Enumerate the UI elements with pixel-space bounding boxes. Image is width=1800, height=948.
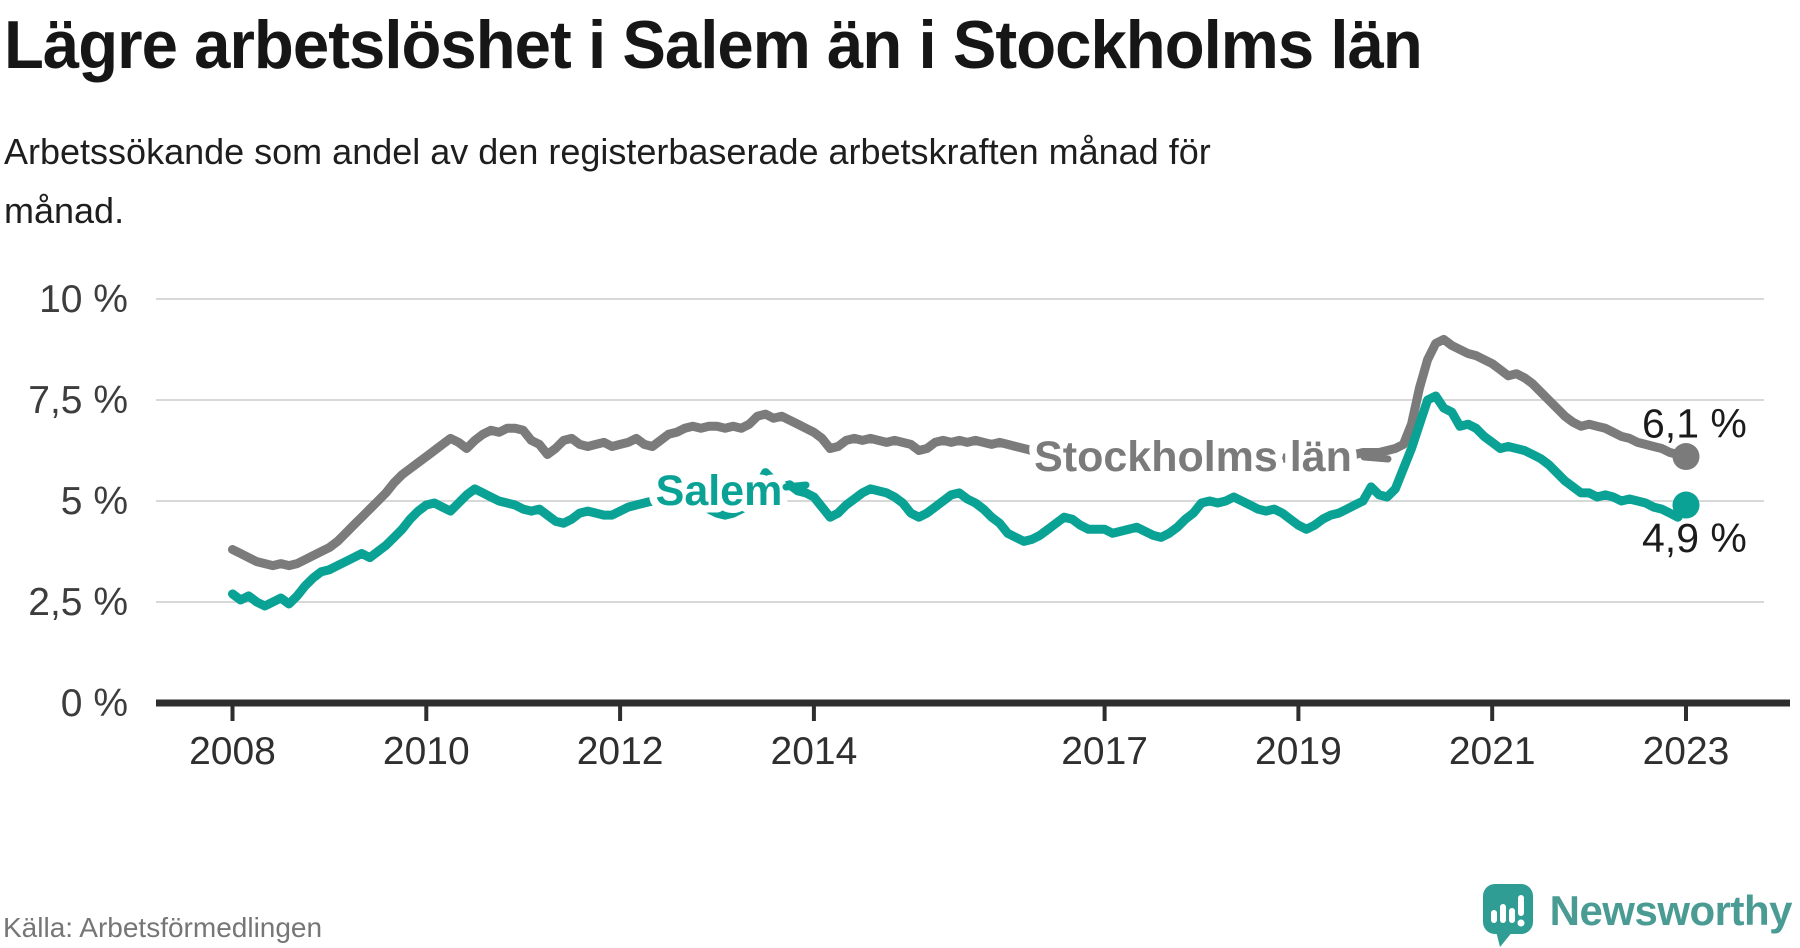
series-end-dot-stockholms-lan xyxy=(1672,443,1700,471)
brand-name: Newsworthy xyxy=(1549,886,1793,934)
series-end-dot-salem xyxy=(1672,491,1700,519)
unemployment-line-chart: 10 % 7,5 % 5 % 2,5 % 0 % 2008 2010 2012 2014 2017… xyxy=(28,278,1790,773)
series-label-salem: Salem xyxy=(656,467,783,515)
y-axis-tick-label: 2,5 % xyxy=(28,581,128,624)
series-end-value-salem: 4,9 % xyxy=(1642,515,1747,561)
chart-subtitle-line-2: månad. xyxy=(4,190,125,231)
y-axis-tick-label: 7,5 % xyxy=(28,379,128,422)
source-note: Källa: Arbetsförmedlingen xyxy=(3,912,323,943)
x-axis-tick-label: 2021 xyxy=(1449,730,1536,773)
chart-title: Lägre arbetslöshet i Salem än i Stockhol… xyxy=(4,7,1423,83)
newsworthy-logo-icon xyxy=(1482,884,1533,947)
newsworthy-brand: Newsworthy xyxy=(1482,884,1793,947)
series-label-connector-salem xyxy=(782,481,810,491)
x-axis-tick-label: 2008 xyxy=(189,730,276,773)
series-label-connector-stockholms-lan xyxy=(1360,453,1392,463)
series-line-salem xyxy=(228,391,1691,611)
y-axis-tick-label: 0 % xyxy=(61,682,128,725)
y-axis-tick-label: 10 % xyxy=(39,278,128,321)
y-axis-tick-label: 5 % xyxy=(61,480,128,523)
x-axis-tick-label: 2017 xyxy=(1061,730,1148,773)
x-axis-tick-label: 2014 xyxy=(771,730,858,773)
x-axis-tick-label: 2019 xyxy=(1255,730,1342,773)
chart-subtitle-line-1: Arbetssökande som andel av den registerb… xyxy=(4,131,1211,172)
series-end-value-stockholms-lan: 6,1 % xyxy=(1642,401,1747,447)
x-axis-tick-label: 2010 xyxy=(383,730,470,773)
x-axis-tick-label: 2012 xyxy=(577,730,664,773)
x-axis-tick-label: 2023 xyxy=(1643,730,1730,773)
series-label-stockholms-lan: Stockholms län xyxy=(1034,433,1352,481)
chart-subtitle: Arbetssökande som andel av den registerb… xyxy=(4,122,1211,240)
series-line-stockholms-lan xyxy=(228,334,1691,571)
